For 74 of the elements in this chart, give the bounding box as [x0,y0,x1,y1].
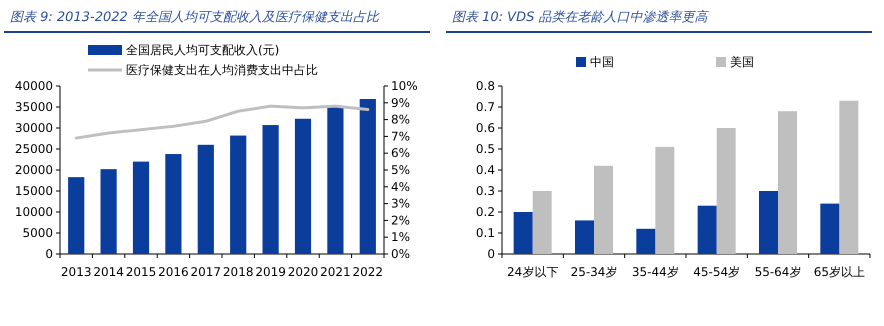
x-tick-label: 45-54岁 [693,265,740,279]
x-tick-label: 55-64岁 [754,265,802,279]
bar [698,206,717,254]
y2-tick-label: 3% [391,196,410,211]
bar [532,191,552,254]
legend-label: 全国居民人均可支配收入(元) [126,43,280,57]
y-tick-label: 0.3 [476,184,495,198]
x-tick-label: 2022 [352,265,384,279]
bar [716,128,736,254]
y-tick-label: 0.5 [476,142,495,156]
bar [655,146,674,254]
y2-tick-label: 8% [391,112,410,127]
legend-label: 中国 [590,55,614,69]
bar [294,118,312,254]
bar [230,136,246,254]
y-tick-label: 20000 [14,163,53,177]
x-tick-label: 2016 [158,265,189,279]
x-tick-label: 2015 [126,265,156,279]
y-tick-label: 10000 [14,205,53,219]
legend-label: 美国 [730,55,754,69]
bar [198,144,214,254]
y2-tick-label: 5% [391,163,410,177]
legend-label: 医疗保健支出在人均消费支出中占比 [126,63,318,77]
y-tick-label: 0 [45,247,53,261]
x-tick-label: 2017 [190,265,222,279]
y2-tick-label: 1% [391,230,410,244]
y-tick-label: 40000 [14,79,53,93]
x-tick-label: 25-34岁 [570,265,618,279]
y2-tick-label: 9% [391,96,410,110]
chart-title: 图表 9: 2013-2022 年全国人均可支配收入及医疗保健支出占比 [10,10,380,25]
bar [262,125,279,254]
y-tick-label: 0 [487,247,495,261]
y-tick-label: 5000 [22,226,53,240]
x-tick-label: 35-44岁 [632,265,679,279]
y-tick-label: 0.4 [476,163,495,177]
bar [327,106,344,254]
bar [514,212,533,254]
y-tick-label: 0.7 [476,100,495,114]
bar [820,204,840,254]
bar [360,99,376,254]
line-series [74,104,370,140]
y2-tick-label: 4% [391,180,410,194]
y2-tick-label: 7% [391,129,410,144]
bar [778,111,798,254]
bar [165,154,182,254]
x-tick-label: 2021 [320,265,351,279]
chart-title: 图表 10: VDS 品类在老龄人口中渗透率更高 [452,9,710,25]
y-tick-label: 0.1 [476,226,495,240]
y2-tick-label: 0% [391,247,410,261]
y-tick-label: 30000 [14,121,53,135]
bar [68,177,84,254]
bar [758,191,778,254]
y-tick-label: 35000 [14,100,53,114]
y-tick-label: 0.2 [476,205,495,219]
bar [839,100,858,254]
bar [132,162,150,254]
y-tick-label: 15000 [14,184,53,198]
x-tick-label: 2019 [255,265,286,279]
y-tick-label: 0.6 [476,121,495,135]
y-tick-label: 25000 [14,142,53,156]
x-tick-label: 2020 [288,265,318,279]
x-tick-label: 2014 [93,265,124,279]
y2-tick-label: 6% [391,146,410,160]
y2-tick-label: 10% [391,79,418,93]
y2-tick-label: 2% [391,213,410,228]
y-tick-label: 0.8 [476,79,495,93]
x-tick-label: 65岁以上 [814,265,865,279]
bar [594,166,614,254]
x-tick-label: 24岁以下 [507,265,558,279]
x-tick-label: 2018 [222,265,254,279]
bar [636,228,656,254]
bar [574,220,594,254]
x-tick-label: 2013 [60,265,92,279]
bar [100,169,117,254]
